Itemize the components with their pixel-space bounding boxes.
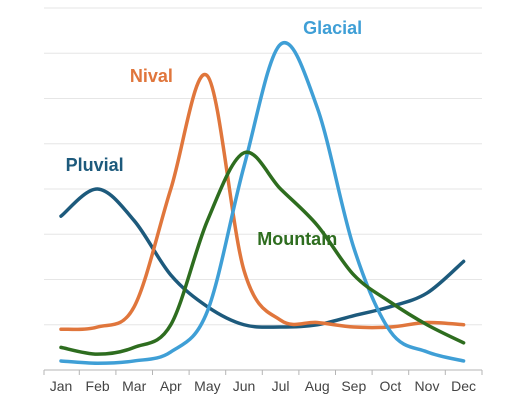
x-tick-label: Jul	[272, 378, 290, 394]
x-tick-label: Jan	[50, 378, 73, 394]
series-label-mountain: Mountain	[257, 229, 337, 249]
series-line-mountain	[59, 150, 466, 356]
x-tick-label: Aug	[305, 378, 330, 394]
series-lines	[59, 40, 466, 365]
x-tick-label: Oct	[380, 378, 402, 394]
x-tick-label: Nov	[415, 378, 440, 394]
series-label-pluvial: Pluvial	[66, 155, 124, 175]
series-label-glacial: Glacial	[303, 18, 362, 38]
x-tick-label: Feb	[86, 378, 110, 394]
x-tick-label: Jun	[233, 378, 256, 394]
x-tick-label: Mar	[122, 378, 146, 394]
series-label-nival: Nival	[130, 66, 173, 86]
series-line-nival	[59, 72, 466, 332]
x-tick-label: Apr	[160, 378, 182, 394]
series-line-pluvial	[59, 187, 466, 329]
x-axis: Jan Feb Mar Apr May Jun Jul Aug Sep Oct Nov Dec	[43, 369, 483, 394]
grid	[44, 7, 482, 326]
x-tick-label: May	[194, 378, 220, 394]
series-line-glacial	[59, 40, 466, 365]
x-tick-label: Dec	[451, 378, 476, 394]
x-tick-label: Sep	[341, 378, 366, 394]
series-labels: Pluvial Nival Glacial Mountain	[66, 18, 363, 249]
